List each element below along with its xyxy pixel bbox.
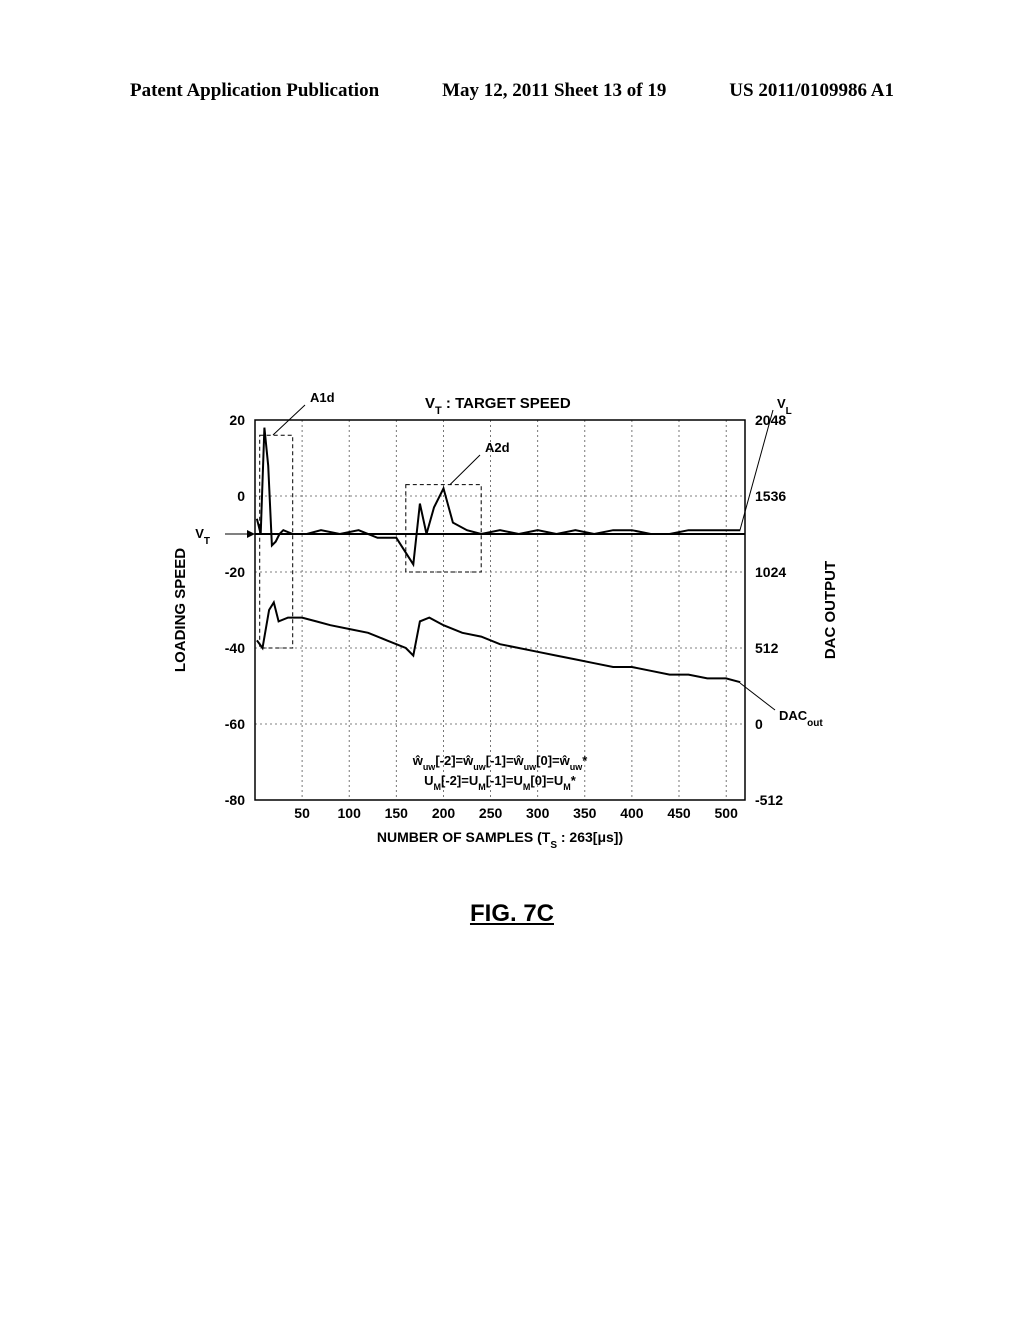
vt-arrow — [247, 530, 255, 538]
figure-7c: 20 0 -20 -40 -60 -80 2048 1536 1024 512 … — [165, 380, 865, 880]
svg-text:350: 350 — [573, 805, 597, 821]
label-vt: VT — [195, 526, 210, 547]
dac-trace — [257, 602, 740, 682]
leader-a2d — [450, 455, 480, 485]
figure-caption: FIG. 7C — [0, 900, 1024, 928]
svg-text:0: 0 — [755, 716, 763, 732]
grid-horizontal — [255, 420, 745, 724]
svg-text:-512: -512 — [755, 792, 783, 808]
svg-text:1536: 1536 — [755, 488, 786, 504]
svg-text:300: 300 — [526, 805, 550, 821]
header-left: Patent Application Publication — [130, 80, 379, 102]
y-right-ticks: 2048 1536 1024 512 0 -512 — [755, 412, 786, 808]
svg-text:500: 500 — [715, 805, 739, 821]
svg-text:200: 200 — [432, 805, 456, 821]
chart-top-title: VT : TARGET SPEED — [425, 395, 571, 417]
x-ticks: 50 100 150 200 250 300 350 400 450 500 — [294, 805, 738, 821]
label-a1d: A1d — [310, 390, 335, 405]
header-center: May 12, 2011 Sheet 13 of 19 — [442, 80, 666, 102]
y-left-axis-label: LOADING SPEED — [172, 548, 189, 672]
x-axis-label: NUMBER OF SAMPLES (TS : 263[μs]) — [377, 829, 623, 851]
grid-vertical — [302, 420, 726, 800]
label-a2d: A2d — [485, 440, 510, 455]
patent-header: Patent Application Publication May 12, 2… — [0, 80, 1024, 102]
svg-text:450: 450 — [667, 805, 691, 821]
svg-text:-40: -40 — [225, 640, 245, 656]
equation-1: ŵuw[-2]=ŵuw[-1]=ŵuw[0]=ŵuw* — [412, 753, 589, 772]
svg-text:400: 400 — [620, 805, 644, 821]
svg-text:250: 250 — [479, 805, 503, 821]
svg-text:150: 150 — [385, 805, 409, 821]
svg-text:-20: -20 — [225, 564, 245, 580]
header-right: US 2011/0109986 A1 — [729, 80, 894, 102]
svg-text:50: 50 — [294, 805, 310, 821]
chart-svg: 20 0 -20 -40 -60 -80 2048 1536 1024 512 … — [165, 380, 865, 880]
label-dacout: DACout — [779, 708, 823, 729]
equation-2: UM[-2]=UM[-1]=UM[0]=UM* — [424, 773, 577, 792]
svg-text:512: 512 — [755, 640, 779, 656]
svg-text:-60: -60 — [225, 716, 245, 732]
svg-text:2048: 2048 — [755, 412, 786, 428]
plot-box — [255, 420, 745, 800]
svg-text:20: 20 — [229, 412, 245, 428]
svg-text:0: 0 — [237, 488, 245, 504]
svg-text:1024: 1024 — [755, 564, 786, 580]
y-left-ticks: 20 0 -20 -40 -60 -80 — [225, 412, 245, 808]
svg-text:-80: -80 — [225, 792, 245, 808]
svg-text:100: 100 — [338, 805, 362, 821]
y-right-axis-label: DAC OUTPUT — [822, 561, 839, 659]
